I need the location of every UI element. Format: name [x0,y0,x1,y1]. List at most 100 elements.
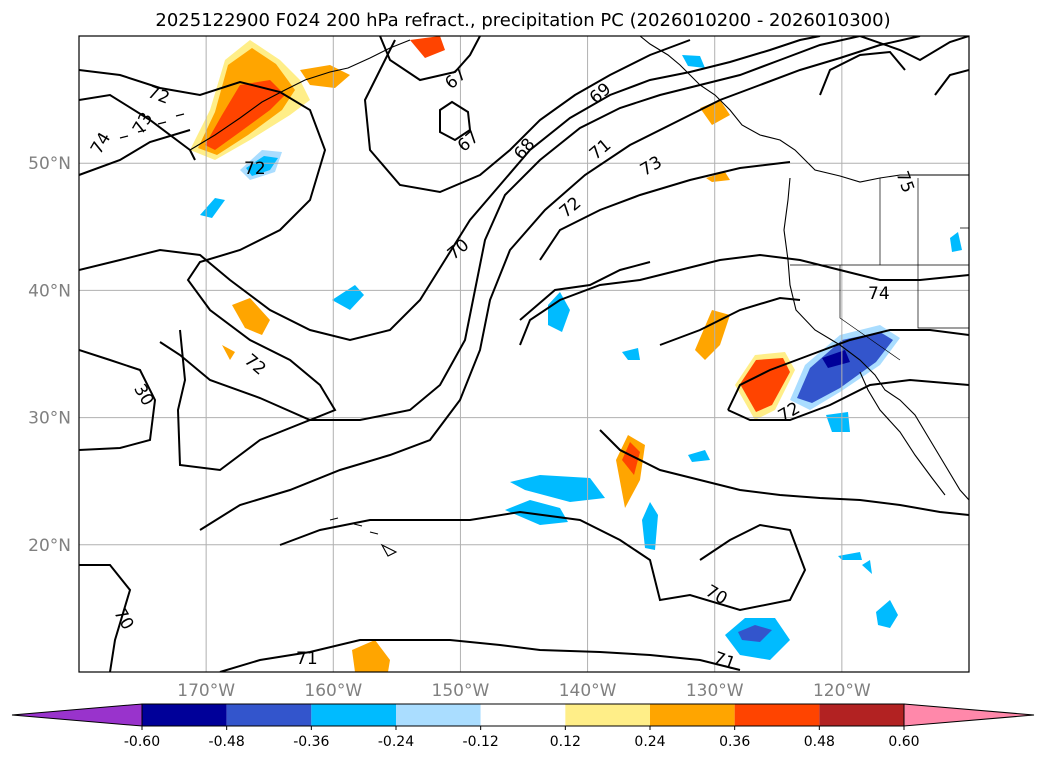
contour-line [727,329,969,411]
contour-line [599,429,969,516]
colorbar-tick-label: 0.36 [719,734,750,750]
colorbar-tick-label: -0.60 [124,734,160,750]
contour-line [219,639,741,672]
precip-negative-area [826,412,850,432]
colorbar: -0.60 -0.48 -0.36 -0.24 -0.12 0.12 0.24 0.36 0.4… [11,703,1035,750]
colorbar-bin [819,704,904,726]
precip-negative-area [642,502,658,550]
precip-negative-area [838,552,862,560]
chart-title: 2025122900 F024 200 hPa refract., precip… [155,10,890,31]
colorbar-bin [480,704,566,726]
colorbar-outline [141,703,905,727]
contour-line [439,100,472,142]
colorbar-bin [142,704,227,726]
precip-positive-area [232,298,270,335]
contour-line [79,93,196,161]
latitude-tick-label: 50°N [28,154,71,174]
precip-positive-area [352,640,390,672]
latitude-tick-label: 40°N [28,281,71,301]
contour-line [199,36,921,531]
colorbar-tick-label: 0.48 [804,734,835,750]
precip-negative-area [505,500,568,525]
longitude-tick-label: 160°W [304,681,362,701]
longitude-tick-label: 170°W [177,681,235,701]
refractivity-contours [79,36,969,672]
map-frame [78,35,970,673]
contour-line [819,50,906,96]
longitude-tick-label: 150°W [432,681,490,701]
contour-line [727,378,969,421]
aleutian-islands [119,113,185,139]
precip-positive-area [622,442,640,475]
north-america-coast [639,36,969,183]
contour-line [79,129,191,176]
precip-positive-area [410,36,445,58]
hawaii-islands [329,517,398,557]
longitude-tick-label: 140°W [559,681,617,701]
longitude-tick-label: 130°W [686,681,744,701]
precip-negative-area [246,156,278,176]
colorbar-tick-label: 0.60 [888,734,919,750]
baja-california [859,371,946,496]
colorbar-tick-label: -0.24 [378,734,414,750]
latitude-labels: 50°N 40°N 30°N 20°N [28,154,71,556]
contour-line [363,39,691,194]
contour-line [539,161,791,261]
precip-negative-area [950,232,962,252]
us-west-coast [783,177,969,501]
contour-label: 71 [296,649,318,669]
contour-label: 72 [244,159,266,179]
colorbar-extend-high [903,703,1035,727]
precip-positive-area [695,310,730,360]
contour-label: 74 [868,284,890,304]
colorbar-tick-label: 0.12 [550,734,581,750]
precip-positive-area [740,358,790,412]
precip-negative-area [622,348,640,360]
precip-negative-area [738,625,772,642]
colorbar-tick-label: -0.48 [209,734,245,750]
colorbar-bin [396,704,481,726]
contour-line [659,296,801,346]
precip-positive-area [222,345,235,360]
contour-line [176,36,861,472]
contour-line [859,36,969,62]
contour-line [279,510,807,612]
contour-line [519,261,651,321]
precip-negative-area [688,450,710,462]
precip-negative-area [797,332,893,403]
colorbar-bin [311,704,396,726]
precip-negative-area [822,350,850,368]
precip-negative-area [332,285,364,310]
precip-negative-area [548,292,570,332]
graticule [79,36,969,672]
contour-line [379,36,481,82]
contour-line [79,36,821,342]
longitude-labels: 170°W 160°W 150°W 140°W 130°W 120°W [177,681,871,701]
colorbar-bin [565,704,650,726]
colorbar-tick-label: -0.36 [293,734,329,750]
colorbar-bin [734,704,820,726]
colorbar-tick-label: -0.12 [463,734,499,750]
latitude-tick-label: 20°N [28,536,71,556]
latitude-tick-label: 30°N [28,409,71,429]
longitude-tick-label: 120°W [813,681,871,701]
precip-negative-area [682,55,705,68]
contour-label: 71 [711,648,738,674]
colorbar-bin [650,704,735,726]
contour-line [79,69,337,422]
contour-line [519,253,969,346]
precip-positive-area [706,172,730,182]
colorbar-tick-label: 0.24 [634,734,665,750]
colorbar-bin [226,704,312,726]
contour-line [934,69,969,96]
precip-negative-area [876,600,898,628]
alaska-peninsula [189,39,411,151]
contour-line [79,349,157,451]
coastlines [119,36,969,557]
precip-negative-area [510,475,605,502]
colorbar-extend-low [11,703,143,727]
map-panel: 72 73 74 72 72 30 70 71 67 67 68 69 70 7… [78,35,970,674]
precip-negative-area [862,560,872,574]
contour-line [79,564,132,672]
